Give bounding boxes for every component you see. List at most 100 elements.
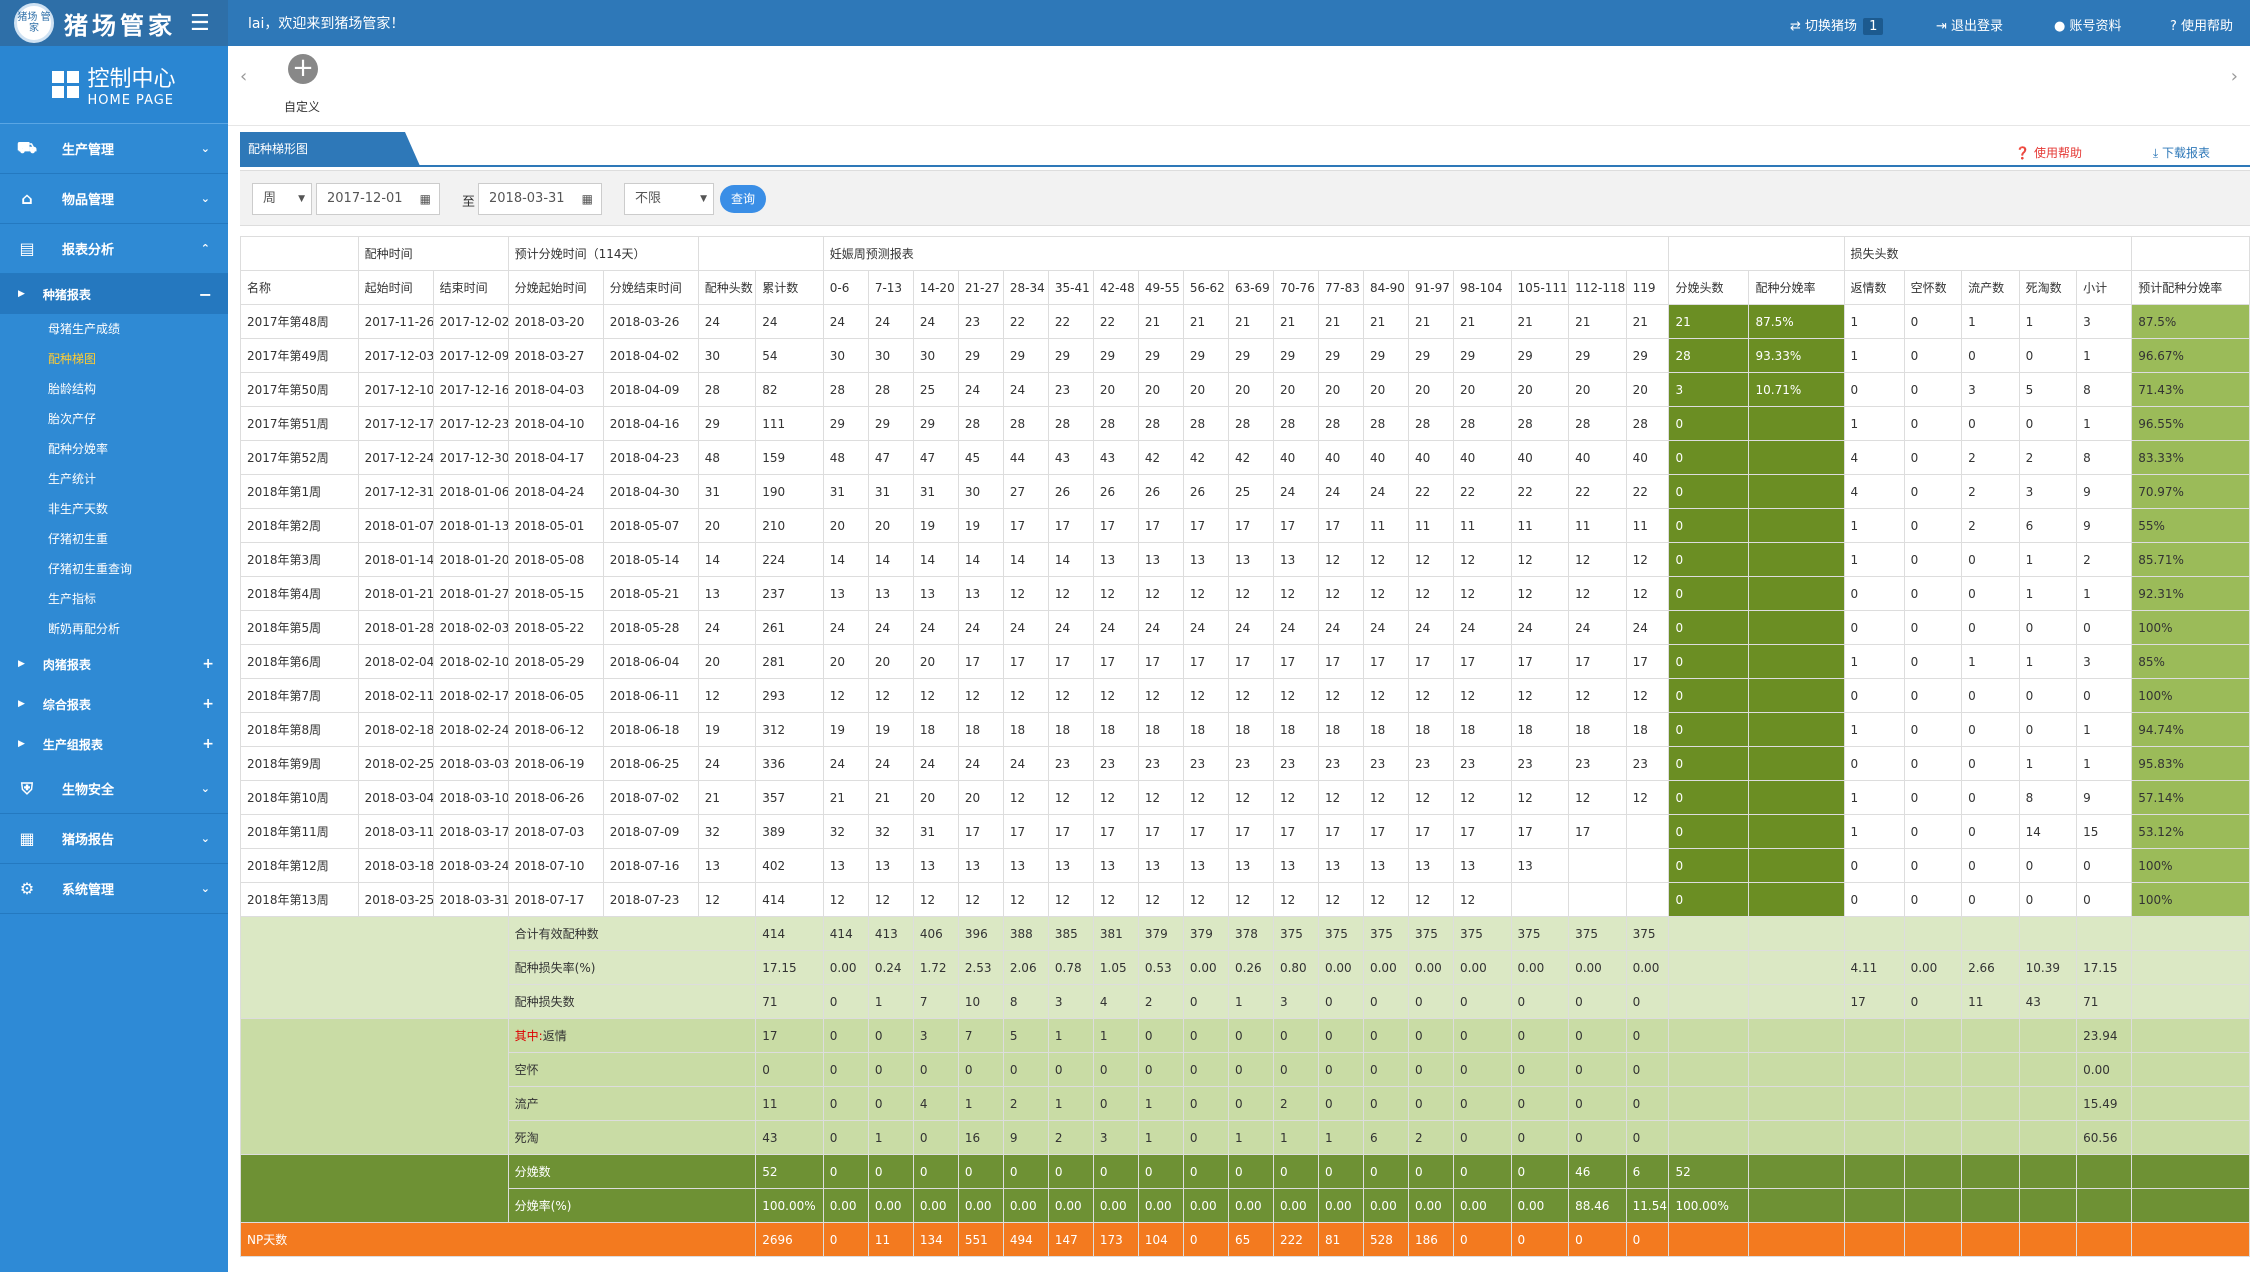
table-cell: 24 (697, 610, 757, 645)
switch-farm-button[interactable]: ⇄ 切换猪场 1 (1790, 15, 1884, 35)
loss-cell: 0 (1362, 1086, 1410, 1121)
sidebar-item[interactable]: 胎龄结构 (0, 374, 228, 404)
table-cell: 18 (957, 712, 1004, 747)
farrowing-cell: 0 (822, 1154, 869, 1189)
header-cell: 84-90 (1362, 270, 1410, 305)
table-cell: 17 (1092, 508, 1139, 543)
analysis-cell (1668, 950, 1750, 985)
panel-help-link[interactable]: ❓ 使用帮助 (2015, 146, 2082, 160)
sidebar-item[interactable]: 断奶再配分析 (0, 614, 228, 644)
end-date-input[interactable]: 2018-03-31 ▦ (478, 183, 602, 215)
table-cell: 2018-06-12 (507, 712, 604, 747)
nav-goods[interactable]: ⌂ 物品管理 ⌄ (0, 174, 228, 224)
table-cell: 83.33% (2131, 440, 2250, 475)
loss-cell: 0 (1047, 1052, 1094, 1087)
nav-finisher-reports[interactable]: ▶ 肉猪报表 + (0, 644, 228, 684)
start-date-input[interactable]: 2017-12-01 ▦ (316, 183, 440, 215)
help-button[interactable]: ? 使用帮助 (2170, 19, 2234, 34)
period-select[interactable]: 周 ▼ (252, 183, 312, 215)
table-cell: 29 (1092, 338, 1139, 373)
analysis-name: 配种损失数 (507, 984, 757, 1019)
table-cell: 13 (1407, 848, 1455, 883)
table-cell: 2 (1961, 508, 2020, 543)
table-cell (1748, 882, 1845, 917)
logo: 猪场 管家 猪场管家 ☰ (0, 0, 228, 46)
loss-cell: 0 (1453, 1018, 1512, 1053)
farrowing-cell: 0.00 (1407, 1188, 1455, 1223)
query-button[interactable]: 查询 (720, 185, 766, 213)
table-cell: 96.67% (2131, 338, 2250, 373)
sidebar-item[interactable]: 非生产天数 (0, 494, 228, 524)
table-cell: 0 (1668, 542, 1750, 577)
table-cell: 24 (867, 304, 914, 339)
nav-reports[interactable]: ▤ 报表分析 ⌃ (0, 224, 228, 274)
sidebar-item[interactable]: 配种分娩率 (0, 434, 228, 464)
table-cell: 2 (1961, 440, 2020, 475)
farrowing-cell (1748, 1154, 1845, 1189)
analysis-cell (1668, 984, 1750, 1019)
sidebar-item[interactable]: 生产统计 (0, 464, 228, 494)
table-cell: 23 (1047, 372, 1094, 407)
loss-cell (1843, 1086, 1905, 1121)
loss-cell: 1 (957, 1086, 1004, 1121)
scroll-right-icon[interactable]: › (2230, 66, 2238, 87)
sidebar-item[interactable]: 生产指标 (0, 584, 228, 614)
analysis-cell: 10.39 (2018, 950, 2078, 985)
download-report-link[interactable]: ⤓ 下载报表 (2152, 146, 2210, 160)
loss-cell: 43 (755, 1120, 824, 1155)
nav-production[interactable]: ⛟ 生产管理 ⌄ (0, 124, 228, 174)
table-cell: 261 (755, 610, 824, 645)
table-cell: 26 (1182, 474, 1229, 509)
table-cell: 23 (1362, 746, 1410, 781)
loss-cell (1903, 1052, 1963, 1087)
sidebar-item[interactable]: 仔猪初生重 (0, 524, 228, 554)
np-cell: 0 (822, 1222, 869, 1257)
sidebar-item[interactable]: 胎次产仔 (0, 404, 228, 434)
table-cell: 12 (1272, 678, 1319, 713)
table-cell: 12 (1092, 678, 1139, 713)
table-cell: 20 (822, 508, 869, 543)
table-cell: 29 (912, 406, 959, 441)
table-cell: 1 (2076, 406, 2133, 441)
table-cell: 0 (1903, 678, 1963, 713)
table-cell: 0 (1961, 848, 2020, 883)
table-cell: 12 (1362, 542, 1410, 577)
farrowing-cell: 0 (1272, 1154, 1319, 1189)
table-cell: 17 (1317, 814, 1364, 849)
logout-button[interactable]: ⇥ 退出登录 (1936, 19, 2004, 34)
table-cell: 20 (1510, 372, 1570, 407)
nav-system[interactable]: ⚙ 系统管理 ⌄ (0, 864, 228, 914)
loss-cell: 0 (1407, 1052, 1455, 1087)
table-cell: 24 (822, 304, 869, 339)
table-cell: 100% (2131, 610, 2250, 645)
limit-select[interactable]: 不限 ▼ (624, 183, 714, 215)
table-cell: 2017年第51周 (240, 406, 359, 441)
nav-biosecurity[interactable]: ⛨ 生物安全 ⌄ (0, 764, 228, 814)
table-cell: 0 (1903, 780, 1963, 815)
sidebar-item[interactable]: 配种梯图 (0, 344, 228, 374)
add-custom-label[interactable]: 自定义 (284, 100, 321, 114)
panel-header: 配种梯形图 ❓ 使用帮助 ⤓ 下载报表 (240, 126, 2250, 167)
table-cell: 1 (2018, 746, 2078, 781)
home-box[interactable]: 控制中心 HOME PAGE (0, 46, 228, 124)
nav-overall-reports[interactable]: ▶ 综合报表 + (0, 684, 228, 724)
table-cell: 14 (912, 542, 959, 577)
analysis-cell: 406 (912, 916, 959, 951)
menu-toggle-icon[interactable]: ☰ (190, 10, 210, 36)
loss-cell: 0 (1092, 1052, 1139, 1087)
header-cell: 结束时间 (432, 270, 509, 305)
farrowing-cell (2018, 1188, 2078, 1223)
nav-group-reports[interactable]: ▶ 生产组报表 + (0, 724, 228, 764)
farrowing-cell (1843, 1188, 1905, 1223)
sidebar-item[interactable]: 母猪生产成绩 (0, 314, 228, 344)
sidebar-item[interactable]: 仔猪初生重查询 (0, 554, 228, 584)
nav-farm-report[interactable]: ▦ 猪场报告 ⌄ (0, 814, 228, 864)
add-custom-icon[interactable]: + (288, 54, 318, 84)
account-button[interactable]: ● 账号资料 (2054, 19, 2122, 34)
table-cell: 20 (912, 780, 959, 815)
scroll-left-icon[interactable]: ‹ (240, 66, 248, 87)
table-cell: 29 (1568, 338, 1627, 373)
nav-breeding-reports[interactable]: ▶ 种猪报表 − (0, 274, 228, 314)
table-cell: 0 (1961, 576, 2020, 611)
table-cell (1748, 678, 1845, 713)
